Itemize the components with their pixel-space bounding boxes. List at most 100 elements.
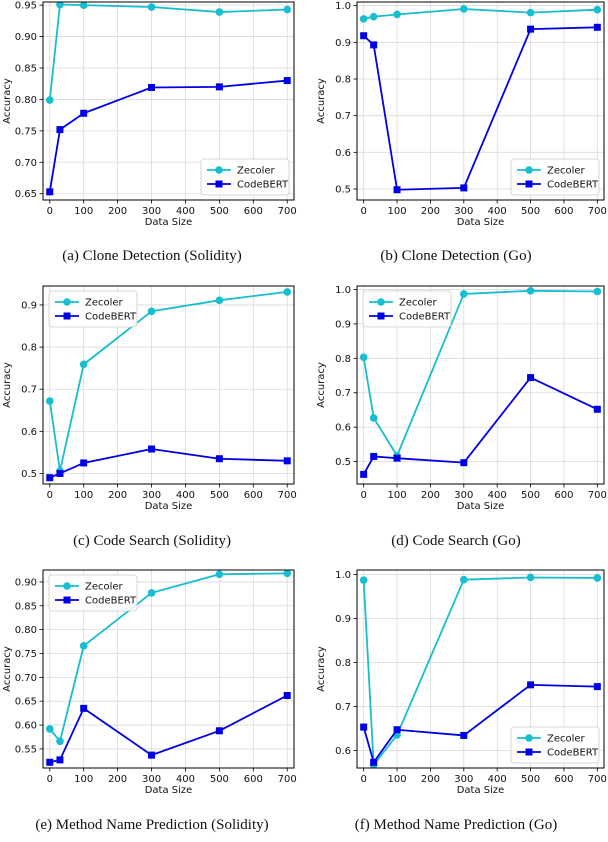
data-point [283, 5, 292, 14]
x-tick-label: 500 [210, 206, 229, 217]
x-tick-label: 0 [360, 774, 366, 785]
x-tick-label: 300 [454, 774, 473, 785]
data-point [460, 575, 468, 584]
x-tick-label: 100 [388, 774, 407, 785]
x-axis-label: Data Size [145, 785, 193, 796]
data-point [460, 290, 468, 298]
legend: Zecoler CodeBERT [510, 726, 600, 764]
x-tick-label: 300 [142, 490, 161, 501]
y-tick-label: 0.9 [21, 300, 37, 311]
y-axis-label: Accuracy [316, 646, 327, 692]
plot-frame [42, 1, 295, 201]
x-tick-label: 100 [74, 774, 93, 785]
x-tick-label: 0 [47, 490, 53, 501]
data-point [527, 25, 535, 33]
legend: Zecoler CodeBERT [48, 290, 138, 328]
data-point [370, 452, 378, 460]
data-point [215, 8, 224, 16]
data-point [359, 576, 368, 584]
legend-box [510, 158, 600, 196]
x-tick-label: 700 [588, 774, 607, 785]
legend-marker [525, 748, 533, 756]
data-point [147, 307, 156, 316]
x-tick-label: 0 [47, 774, 53, 785]
y-axis-label: Accuracy [2, 646, 13, 692]
x-tick-label: 700 [588, 206, 607, 217]
legend-label: CodeBERT [399, 312, 451, 323]
y-tick-label: 0.65 [15, 189, 37, 200]
data-point [79, 2, 88, 9]
y-tick-label: 0.55 [15, 744, 37, 755]
x-tick-label: 300 [454, 206, 473, 217]
x-tick-label: 200 [108, 490, 127, 501]
y-tick-label: 0.90 [15, 32, 37, 43]
x-tick-label: 200 [108, 206, 127, 217]
legend: Zecoler CodeBERT [200, 158, 290, 196]
x-tick-label: 500 [210, 490, 229, 501]
series-zecoler [45, 2, 292, 104]
legend-label: CodeBERT [547, 180, 599, 191]
x-tick-label: 300 [142, 774, 161, 785]
legend-box [362, 290, 452, 328]
x-tick-label: 600 [554, 774, 573, 785]
y-tick-label: 0.7 [335, 702, 351, 713]
legend-label: CodeBERT [237, 180, 289, 191]
gridlines [43, 2, 294, 200]
legend-marker [215, 180, 223, 188]
x-tick-label: 700 [588, 490, 607, 501]
data-point [593, 683, 601, 691]
x-tick-label: 600 [244, 490, 263, 501]
x-tick-label: 200 [421, 774, 440, 785]
legend-marker [63, 596, 71, 604]
y-axis-label: Accuracy [316, 78, 327, 124]
y-tick-label: 0.6 [335, 148, 351, 159]
y-axis-label: Accuracy [2, 78, 13, 124]
series-zecoler [359, 5, 602, 23]
x-tick-label: 700 [278, 774, 297, 785]
x-axis-label: Data Size [457, 501, 505, 512]
x-tick-label: 500 [521, 490, 540, 501]
chart-c: 0 100 200 300 400 500 600 700 0.5 0.6 0.7 0.8 0.9 Dat… [2, 285, 297, 512]
legend-box [48, 290, 138, 328]
legend-marker [525, 166, 533, 174]
series-zecoler [359, 287, 602, 460]
x-tick-label: 600 [554, 490, 573, 501]
data-point [80, 459, 88, 467]
data-point [360, 32, 368, 40]
data-point [527, 374, 535, 382]
data-point [527, 681, 535, 689]
data-point [593, 574, 602, 582]
x-tick-label: 0 [360, 490, 366, 501]
x-tick-label: 400 [176, 490, 195, 501]
data-point [526, 8, 535, 17]
series-codebert [360, 374, 601, 478]
data-point [393, 10, 401, 19]
data-point [460, 5, 468, 13]
data-point [147, 3, 156, 11]
data-point [45, 96, 54, 104]
caption-c: (c) Code Search (Solidity) [73, 533, 231, 549]
data-point [148, 83, 156, 91]
y-tick-label: 0.5 [335, 457, 351, 468]
data-point [148, 751, 156, 759]
x-tick-label: 600 [554, 206, 573, 217]
data-point [359, 15, 368, 23]
caption-f: (f) Method Name Prediction (Go) [354, 817, 558, 833]
data-point [283, 77, 291, 85]
data-point [359, 353, 368, 362]
x-axis-label: Data Size [145, 501, 193, 512]
gridlines [357, 286, 604, 484]
legend-label: CodeBERT [85, 312, 137, 323]
x-tick-label: 500 [521, 774, 540, 785]
data-point [147, 589, 156, 597]
data-point [56, 469, 64, 477]
plot-frame [356, 1, 605, 201]
data-point [593, 23, 601, 31]
y-tick-label: 0.9 [335, 38, 351, 49]
caption-a: (a) Clone Detection (Solidity) [62, 248, 242, 264]
y-tick-label: 0.85 [15, 601, 37, 612]
legend-label: Zecoler [547, 166, 586, 177]
caption-e: (e) Method Name Prediction (Solidity) [35, 817, 269, 833]
data-point [526, 573, 535, 582]
chart-b: 0 100 200 300 400 500 600 700 0.5 0.6 0.7 0.8 0.9 1.0… [316, 1, 607, 228]
